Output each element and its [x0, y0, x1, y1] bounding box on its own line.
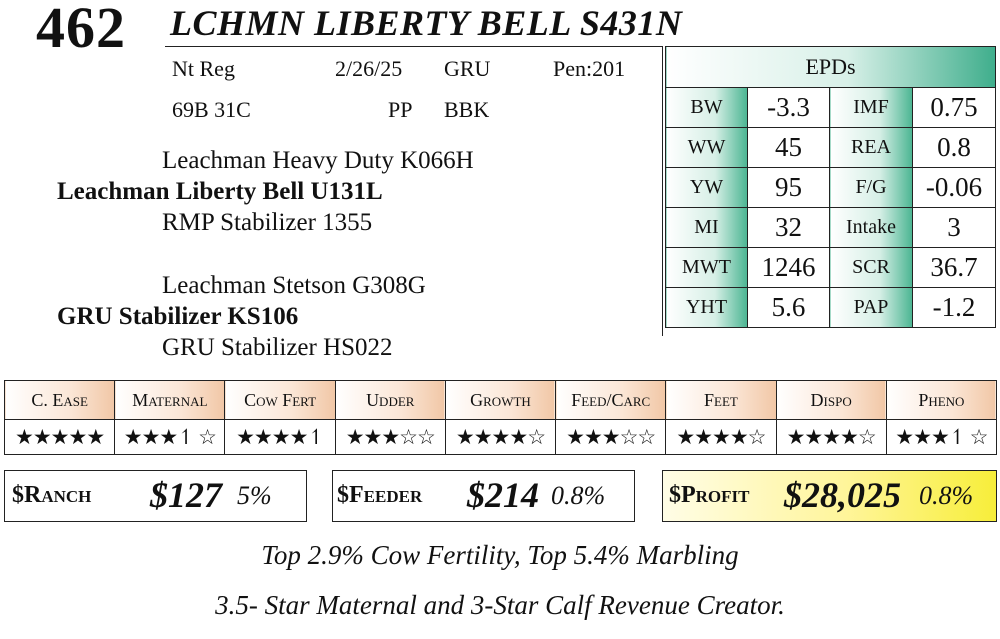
- rating-category: Growth: [444, 380, 557, 420]
- epd-value: -1.2: [912, 287, 996, 328]
- star-rating: ★★★★☆: [665, 419, 777, 455]
- epd-value: 1246: [747, 247, 830, 288]
- pedigree-dam-dam-sire: GRU Stabilizer HS022: [162, 334, 393, 361]
- rating-category: Udder: [334, 380, 446, 420]
- profit-index-percentile: 0.8%: [919, 481, 974, 510]
- epd-value: 3: [912, 207, 996, 248]
- tattoo: 69B 31C: [172, 97, 251, 122]
- pedigree-dam-sire-sire: Leachman Stetson G308G: [162, 272, 426, 299]
- epd-value: 36.7: [912, 247, 996, 288]
- epd-row: MWT 1246 SCR 36.7: [665, 247, 996, 288]
- ranch-index-box: $Ranch $127 5%: [4, 470, 307, 522]
- ranch-index-percentile: 5%: [237, 481, 272, 510]
- feeder-index-percentile: 0.8%: [551, 481, 606, 510]
- epd-label: BW: [665, 87, 748, 128]
- coat-color: BBK: [444, 97, 490, 122]
- rating-category: Pheno: [885, 380, 998, 420]
- rating-category: C. Ease: [3, 380, 116, 420]
- epd-label: REA: [829, 127, 913, 168]
- lot-number: 462: [36, 0, 126, 60]
- epd-value: 32: [747, 207, 830, 248]
- epd-value: -3.3: [747, 87, 830, 128]
- ranch-index-value: $127: [150, 475, 222, 515]
- epd-label: MWT: [665, 247, 748, 288]
- epd-label: SCR: [829, 247, 913, 288]
- feeder-index-label: $Feeder: [337, 482, 423, 508]
- rating-category-row: C. Ease Maternal Cow Fert Udder Growth F…: [3, 380, 998, 420]
- epd-row: BW -3.3 IMF 0.75: [665, 87, 996, 128]
- registration: Nt Reg: [172, 56, 235, 81]
- epd-row: YW 95 F/G -0.06: [665, 167, 996, 208]
- feeder-index-value: $214: [467, 475, 539, 515]
- epd-row: YHT 5.6 PAP -1.2: [665, 287, 996, 328]
- star-rating: ★★★★☆: [444, 419, 557, 455]
- star-rating-table: C. Ease Maternal Cow Fert Udder Growth F…: [3, 380, 998, 455]
- epd-label: MI: [665, 207, 748, 248]
- epd-label: YW: [665, 167, 748, 208]
- animal-name: LCHMN LIBERTY BELL S431N: [170, 3, 683, 43]
- star-rating: ★★★★★: [3, 419, 116, 455]
- epd-table: EPDs BW -3.3 IMF 0.75 WW 45 REA 0.8 YW 9…: [665, 46, 996, 328]
- pen-number: Pen:201: [553, 56, 626, 81]
- epd-value: 5.6: [747, 287, 830, 328]
- profit-index-box: $Profit $28,025 0.8%: [662, 470, 997, 522]
- epd-label: IMF: [829, 87, 913, 128]
- epd-label: YHT: [665, 287, 748, 328]
- rating-category: Maternal: [114, 380, 226, 420]
- profit-index-label: $Profit: [669, 482, 750, 508]
- rating-category: Feet: [665, 380, 777, 420]
- epd-value: -0.06: [912, 167, 996, 208]
- epd-value: 95: [747, 167, 830, 208]
- feeder-index-box: $Feeder $214 0.8%: [332, 470, 635, 522]
- star-rating: ★★★☆☆: [555, 419, 667, 455]
- pedigree-sire-sire: Leachman Heavy Duty K066H: [162, 147, 474, 174]
- epd-row: MI 32 Intake 3: [665, 207, 996, 248]
- rating-category: Dispo: [775, 380, 887, 420]
- star-rating: ★★★↿ ☆: [114, 419, 226, 455]
- star-rating: ★★★☆☆: [334, 419, 446, 455]
- highlight-note: 3.5- Star Maternal and 3-Star Calf Reven…: [215, 590, 785, 620]
- pedigree-sire-dam-sire: RMP Stabilizer 1355: [162, 209, 373, 236]
- polled-status: PP: [388, 97, 413, 122]
- epd-row: WW 45 REA 0.8: [665, 127, 996, 168]
- rating-stars-row: ★★★★★ ★★★↿ ☆ ★★★★↿ ★★★☆☆ ★★★★☆ ★★★☆☆ ★★★…: [3, 419, 998, 455]
- epd-label: Intake: [829, 207, 913, 248]
- pedigree-sire: Leachman Liberty Bell U131L: [57, 178, 383, 205]
- epd-label: PAP: [829, 287, 913, 328]
- epd-table-title: EPDs: [665, 46, 996, 88]
- epd-value: 0.8: [912, 127, 996, 168]
- epd-label: WW: [665, 127, 748, 168]
- epd-value: 0.75: [912, 87, 996, 128]
- epd-label: F/G: [829, 167, 913, 208]
- pedigree-dam-sire: GRU Stabilizer KS106: [57, 303, 299, 330]
- ranch-index-label: $Ranch: [12, 482, 92, 508]
- star-rating: ★★★★↿: [224, 419, 336, 455]
- rating-category: Cow Fert: [224, 380, 336, 420]
- profit-index-value: $28,025: [784, 475, 901, 515]
- epd-value: 45: [747, 127, 830, 168]
- highlight-note: Top 2.9% Cow Fertility, Top 5.4% Marblin…: [261, 540, 739, 570]
- rating-category: Feed/Carc: [555, 380, 667, 420]
- star-rating: ★★★↿ ☆: [885, 419, 998, 455]
- vertical-divider: [662, 46, 663, 336]
- star-rating: ★★★★☆: [775, 419, 887, 455]
- title-divider: [165, 46, 662, 47]
- birth-date: 2/26/25: [335, 56, 403, 81]
- breeder-code: GRU: [444, 56, 491, 81]
